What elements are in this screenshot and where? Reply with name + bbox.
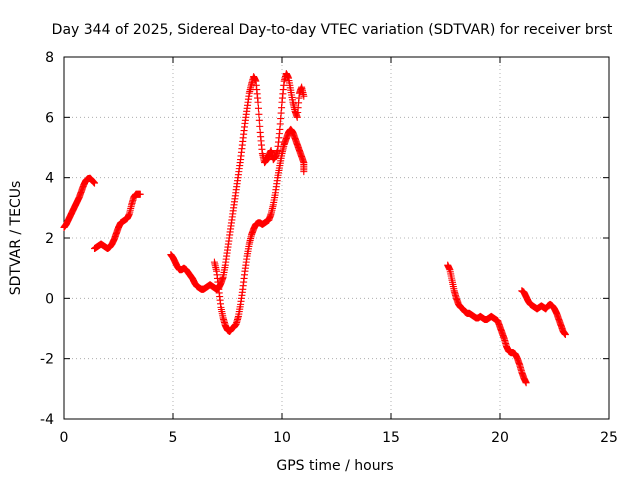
data-point (561, 331, 569, 339)
data-point (254, 98, 262, 106)
data-point (91, 179, 99, 187)
series-seg6 (518, 287, 569, 339)
data-point (256, 122, 264, 130)
series-seg3 (167, 70, 308, 293)
data-point (300, 92, 308, 100)
y-tick-label: 4 (45, 171, 54, 187)
data-point (300, 168, 308, 176)
x-tick-label: 15 (382, 430, 400, 446)
grid (64, 57, 609, 419)
x-tick-label: 25 (600, 430, 618, 446)
series-seg1 (60, 174, 99, 231)
chart-title: Day 344 of 2025, Sidereal Day-to-day VTE… (52, 22, 613, 38)
data-point (254, 104, 262, 112)
y-tick-labels: -4 -2 0 2 4 6 8 (40, 50, 54, 428)
x-tick-label: 0 (60, 430, 69, 446)
series-seg2 (91, 190, 144, 253)
x-tick-labels: 0 5 10 15 20 25 (60, 430, 618, 446)
y-tick-label: 0 (45, 291, 54, 307)
data-marks (60, 70, 569, 387)
series-seg5 (444, 261, 530, 387)
axis-ticks (63, 56, 610, 420)
x-axis-label: GPS time / hours (276, 458, 393, 474)
y-tick-label: 8 (45, 50, 54, 66)
y-tick-label: -2 (40, 352, 54, 368)
y-tick-label: 6 (45, 110, 54, 126)
y-tick-label: -4 (40, 412, 54, 428)
data-point (255, 110, 263, 118)
y-axis-label: SDTVAR / TECUs (8, 181, 24, 296)
y-tick-label: 2 (45, 231, 54, 247)
data-point (136, 190, 144, 198)
x-tick-label: 5 (169, 430, 178, 446)
x-tick-label: 20 (491, 430, 509, 446)
data-point (522, 379, 530, 387)
data-point (255, 116, 263, 124)
series-seg4 (210, 125, 308, 336)
x-tick-label: 10 (273, 430, 291, 446)
